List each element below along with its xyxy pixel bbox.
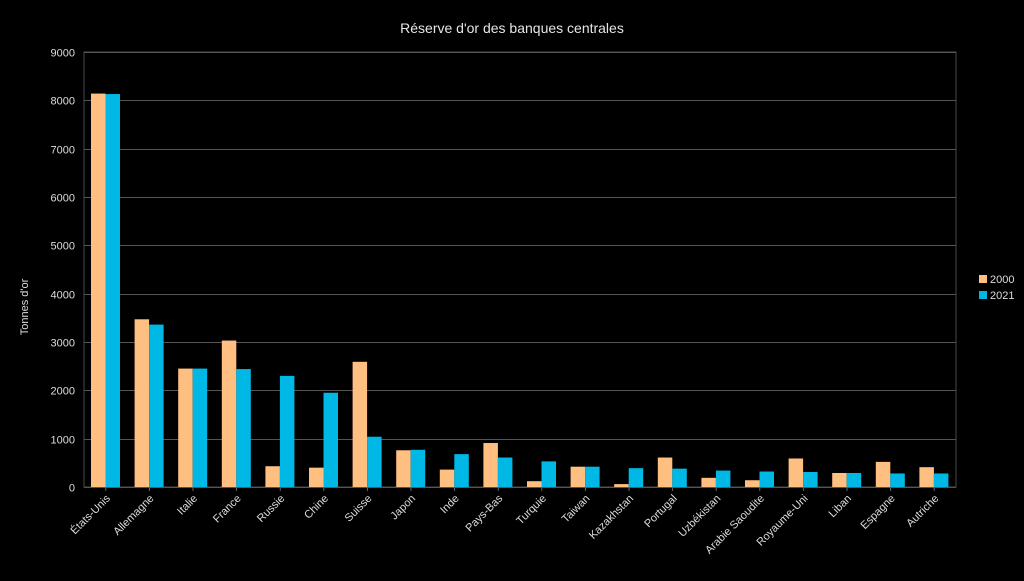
bar-2000-15: [745, 480, 760, 487]
y-tick-label: 0: [69, 483, 75, 495]
y-tick-label: 4000: [51, 290, 75, 302]
bar-2000-19: [919, 467, 934, 487]
bar-2021-6: [367, 436, 382, 487]
bar-2000-7: [396, 450, 411, 487]
bar-2000-3: [221, 340, 237, 487]
bar-2000-14: [701, 477, 716, 487]
bar-2000-18: [875, 461, 891, 487]
bar-2000-10: [527, 481, 542, 487]
bar-2000-5: [309, 467, 324, 487]
bar-2000-9: [483, 443, 498, 487]
y-tick-label: 7000: [51, 145, 75, 157]
bar-2021-2: [192, 368, 208, 487]
y-tick-label: 5000: [51, 241, 75, 253]
bar-2021-13: [672, 468, 687, 487]
y-tick-label: 8000: [51, 96, 75, 108]
legend-swatch-2021: [979, 291, 987, 299]
bar-2021-7: [410, 449, 426, 487]
bar-2021-12: [628, 468, 644, 487]
bar-2021-16: [803, 472, 818, 487]
bar-2000-8: [439, 469, 455, 487]
bar-2000-13: [657, 457, 673, 487]
bar-2000-6: [352, 361, 368, 487]
y-tick-label: 6000: [51, 193, 75, 205]
bars-layer: [91, 93, 949, 488]
bar-2021-15: [759, 471, 774, 487]
y-tick-label: 2000: [51, 386, 75, 398]
bar-2021-4: [279, 375, 295, 487]
bar-2021-8: [454, 454, 469, 487]
y-tick-label: 9000: [51, 48, 75, 60]
bar-2000-12: [614, 484, 629, 487]
bar-2000-0: [91, 93, 106, 488]
bar-2000-11: [570, 466, 586, 487]
bar-2000-4: [265, 466, 280, 487]
chart-title: Réserve d'or des banques centrales: [400, 20, 624, 36]
bar-2021-0: [105, 94, 120, 488]
bar-2021-1: [149, 324, 164, 487]
legend-swatch-2000: [979, 275, 987, 283]
bar-2000-2: [178, 368, 193, 487]
legend: 2000 2021: [979, 274, 1014, 302]
bar-2021-5: [323, 392, 338, 487]
bar-2021-10: [541, 461, 556, 487]
bar-2021-3: [236, 369, 251, 487]
bar-2000-1: [134, 319, 150, 487]
bar-2021-14: [715, 470, 731, 487]
y-axis-label: Tonnes d'or: [19, 278, 31, 335]
bar-2021-11: [585, 466, 600, 487]
bar-2021-19: [933, 473, 949, 487]
bar-2021-9: [497, 457, 513, 487]
y-tick-label: 1000: [51, 435, 75, 447]
bar-2000-17: [832, 472, 847, 487]
legend-label-2000: 2000: [990, 274, 1014, 286]
legend-label-2021: 2021: [990, 290, 1014, 302]
bar-2000-16: [788, 458, 804, 487]
bar-2021-18: [890, 473, 905, 487]
y-tick-label: 3000: [51, 338, 75, 350]
bar-2021-17: [846, 472, 862, 487]
